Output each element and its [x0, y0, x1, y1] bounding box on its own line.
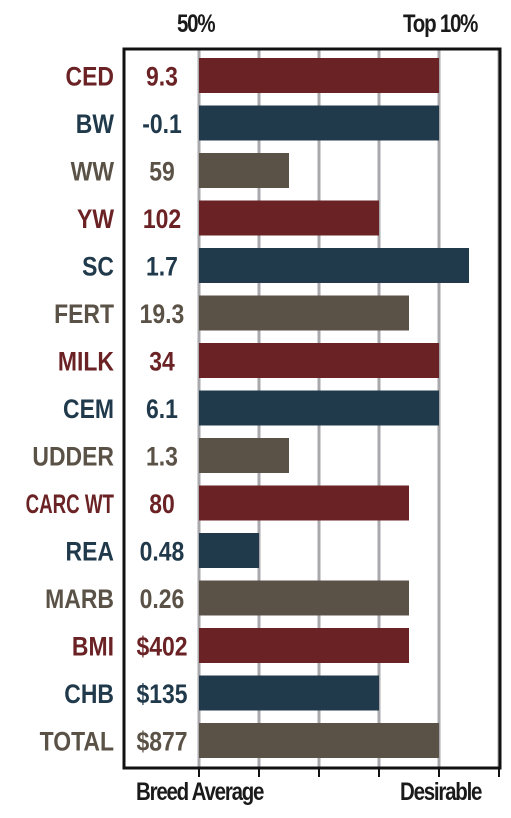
trait-label: MARB [45, 584, 114, 614]
bar-fert [199, 295, 409, 331]
value-label: 9.3 [146, 62, 178, 92]
value-label: -0.1 [142, 109, 182, 139]
trait-label: UDDER [32, 442, 114, 472]
trait-label: REA [66, 537, 114, 567]
value-label: 19.3 [140, 299, 185, 329]
trait-label: BW [76, 109, 115, 139]
trait-label: BMI [72, 632, 114, 662]
value-label: 1.7 [146, 252, 178, 282]
value-label: 59 [149, 157, 175, 187]
bar-cem [199, 390, 439, 426]
trait-label: CARC WT [26, 489, 115, 519]
value-label: 6.1 [146, 394, 178, 424]
value-label: 80 [149, 489, 175, 519]
trait-label: CED [66, 62, 114, 92]
chart-frame [122, 47, 502, 770]
bar-ww [199, 153, 289, 188]
bar-ced [199, 58, 439, 93]
trait-label: SC [82, 252, 114, 282]
trait-label: FERT [54, 299, 115, 329]
trait-label: MILK [58, 347, 114, 377]
bar-carc-wt [199, 485, 409, 521]
bar-udder [199, 438, 289, 473]
bar-chb [199, 675, 379, 711]
header-50-percent-label: 50% [177, 10, 216, 38]
value-label: $877 [136, 727, 187, 757]
bar-yw [199, 200, 379, 236]
value-label: 0.48 [140, 537, 185, 567]
value-label: 1.3 [146, 442, 178, 472]
footer-breed-average-label: Breed Average [136, 778, 264, 806]
trait-label: CEM [63, 394, 114, 424]
bar-milk [199, 343, 439, 378]
trait-label: TOTAL [40, 727, 114, 757]
value-label: $402 [136, 632, 187, 662]
trait-label: WW [71, 157, 115, 187]
value-label: 102 [143, 204, 181, 234]
bar-bmi [199, 628, 409, 663]
header-top-10-label: Top 10% [403, 10, 478, 38]
footer-desirable-label: Desirable [400, 778, 482, 806]
trait-label: CHB [64, 679, 114, 709]
bar-total [199, 723, 439, 758]
bar-bw [199, 105, 439, 141]
value-label: 0.26 [140, 584, 185, 614]
value-label: $135 [136, 679, 187, 709]
bar-rea [199, 533, 259, 568]
trait-label: YW [77, 204, 114, 234]
bar-marb [199, 580, 409, 616]
bar-sc [199, 248, 469, 283]
value-label: 34 [149, 347, 175, 377]
